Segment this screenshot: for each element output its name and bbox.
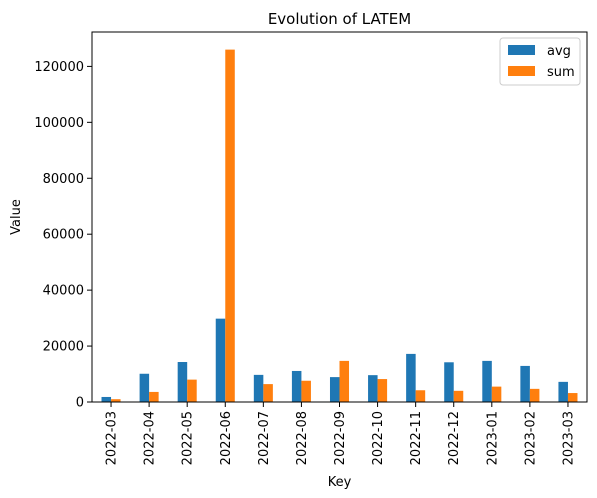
x-tick-label: 2023-02 — [523, 411, 538, 465]
legend-label-sum: sum — [547, 65, 575, 80]
legend-label-avg: avg — [547, 44, 571, 59]
bar-sum-2022-07 — [263, 384, 273, 402]
bar-sum-2022-08 — [301, 380, 311, 402]
bar-avg-2023-01 — [482, 360, 492, 402]
x-tick-label: 2022-11 — [409, 411, 424, 465]
chart-title: Evolution of LATEM — [268, 10, 411, 28]
bar-sum-2022-03 — [111, 399, 121, 402]
x-tick-label: 2022-09 — [333, 411, 348, 465]
x-tick-label: 2022-06 — [219, 411, 234, 465]
bar-sum-2022-11 — [415, 390, 426, 402]
bar-sum-2022-10 — [377, 379, 388, 402]
y-axis-ticks: 0 20000 40000 60000 80000 100000 120000 — [34, 60, 92, 411]
x-axis-label: Key — [328, 475, 352, 490]
x-tick-label: 2023-01 — [485, 411, 500, 465]
bar-avg-2022-10 — [368, 375, 378, 402]
bar-avg-2022-06 — [215, 318, 226, 402]
x-axis-ticks: 2022-03 2022-04 2022-05 2022-06 2022-07 2022-… — [105, 402, 576, 465]
y-tick-label: 120000 — [34, 60, 84, 75]
bar-avg-2022-11 — [406, 353, 416, 402]
bars-group — [101, 49, 578, 402]
bar-avg-2022-05 — [177, 362, 188, 402]
bar-avg-2023-03 — [558, 381, 568, 402]
x-tick-label: 2022-07 — [257, 411, 272, 465]
y-tick-label: 20000 — [43, 340, 84, 355]
x-tick-label: 2022-05 — [181, 411, 196, 465]
bar-sum-2022-12 — [453, 390, 464, 402]
bar-sum-2023-02 — [529, 388, 540, 402]
legend-swatch-avg — [508, 45, 535, 55]
x-tick-label: 2022-04 — [143, 411, 158, 465]
bar-avg-2022-07 — [253, 374, 264, 402]
y-tick-label: 80000 — [43, 172, 84, 187]
bar-avg-2022-03 — [101, 396, 112, 402]
y-tick-label: 60000 — [43, 228, 84, 243]
bar-avg-2022-08 — [291, 370, 302, 402]
x-tick-label: 2022-10 — [371, 411, 386, 465]
bar-sum-2022-05 — [187, 379, 197, 402]
plot-frame — [91, 31, 588, 403]
bar-avg-2023-02 — [520, 365, 530, 402]
y-tick-label: 100000 — [34, 116, 84, 131]
bar-avg-2022-12 — [444, 362, 454, 402]
bar-sum-2022-04 — [149, 391, 159, 402]
x-tick-label: 2022-03 — [105, 411, 120, 465]
x-tick-label: 2022-08 — [295, 411, 310, 465]
bar-avg-2022-09 — [329, 377, 340, 402]
bar-sum-2023-01 — [491, 386, 502, 402]
bar-sum-2022-06 — [225, 49, 235, 402]
x-tick-label: 2023-03 — [561, 411, 576, 465]
x-tick-label: 2022-12 — [447, 411, 462, 465]
y-tick-label: 0 — [76, 396, 84, 411]
bar-sum-2022-09 — [339, 360, 350, 402]
bar-sum-2023-03 — [567, 393, 578, 402]
legend-swatch-sum — [508, 66, 535, 76]
bar-avg-2022-04 — [139, 373, 150, 402]
y-tick-label: 40000 — [43, 284, 84, 299]
y-axis-label: Value — [9, 199, 24, 235]
legend: avg sum — [499, 37, 581, 86]
